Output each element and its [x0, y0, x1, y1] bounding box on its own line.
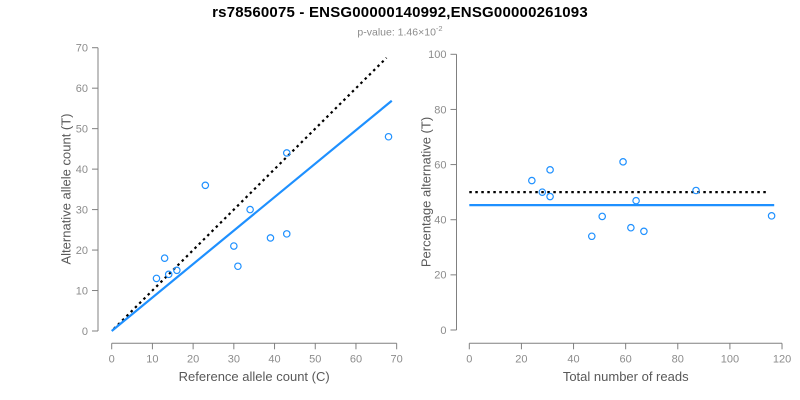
y-axis: 0 10 20 30 40 50 60 70 — [76, 43, 99, 338]
data-point — [538, 188, 547, 196]
x-tick-label: 20 — [187, 353, 199, 365]
data-point — [201, 181, 210, 190]
data-point — [546, 166, 554, 174]
x-tick-label: 10 — [146, 353, 158, 365]
y-tick-label: 40 — [434, 215, 446, 227]
data-point — [546, 192, 554, 201]
data-point — [160, 254, 169, 262]
x-tick-label: 70 — [391, 353, 403, 365]
x-axis-title: Total number of reads — [563, 369, 689, 384]
x-tick-label: 40 — [268, 353, 280, 365]
y-tick-label: 10 — [76, 285, 88, 297]
pvalue-exponent: -2 — [435, 24, 443, 33]
x-tick-label: 50 — [309, 353, 321, 365]
x-tick-label: 20 — [515, 353, 527, 365]
y-tick-label: 0 — [440, 325, 446, 337]
figure-subtitle: p-value: 1.46×10-2 — [0, 22, 800, 40]
data-point — [173, 266, 181, 275]
x-axis: 0 10 20 30 40 50 60 70 — [109, 342, 403, 365]
data-point — [246, 205, 254, 214]
figure-title: rs78560075 - ENSG00000140992,ENSG0000026… — [212, 4, 588, 21]
x-tick-label: 120 — [773, 353, 791, 365]
data-point — [234, 262, 242, 271]
data-point — [266, 234, 275, 242]
data-point — [632, 196, 640, 205]
regression-line — [111, 99, 393, 332]
y-tick-label: 0 — [82, 326, 88, 338]
x-axis: 0 20 40 60 80 100 120 — [466, 342, 791, 365]
chart-percentage-alternative-scatter: 0 20 40 60 80 100 0 20 40 60 80 100 120 Total number … — [419, 49, 792, 384]
x-tick-label: 60 — [350, 353, 362, 365]
data-point — [528, 176, 536, 185]
y-tick-label: 70 — [76, 43, 88, 55]
x-tick-label: 0 — [466, 353, 472, 365]
data-point — [692, 186, 700, 195]
chart-allele-counts-scatter: 0 10 20 30 40 50 60 70 0 10 20 30 40 50 60 70 Reference … — [59, 43, 403, 384]
data-point — [598, 212, 607, 221]
y-axis-title: Alternative allele count (T) — [59, 113, 74, 264]
data-point — [627, 223, 635, 232]
x-tick-label: 0 — [109, 353, 115, 365]
x-tick-label: 100 — [721, 353, 739, 365]
data-points — [528, 158, 776, 241]
data-point — [230, 242, 238, 250]
data-point — [587, 232, 596, 241]
y-tick-label: 60 — [76, 83, 88, 95]
data-point — [384, 132, 393, 141]
pvalue-text: p-value: 1.46×10 — [357, 26, 436, 39]
x-tick-label: 80 — [672, 353, 684, 365]
data-point — [164, 270, 173, 279]
x-tick-label: 40 — [567, 353, 579, 365]
x-tick-label: 30 — [228, 353, 240, 365]
y-tick-label: 20 — [434, 270, 446, 282]
y-tick-label: 30 — [76, 204, 88, 216]
identity-line — [112, 57, 388, 330]
y-axis-title: Percentage alternative (T) — [419, 117, 434, 267]
x-tick-label: 60 — [620, 353, 632, 365]
data-point — [282, 230, 291, 238]
y-tick-label: 80 — [434, 104, 446, 116]
x-axis-title: Reference allele count (C) — [179, 369, 330, 384]
y-axis: 0 20 40 60 80 100 — [428, 49, 457, 337]
data-point — [640, 227, 648, 236]
y-tick-label: 20 — [76, 245, 88, 257]
data-point — [767, 212, 776, 220]
data-point — [152, 274, 161, 283]
y-tick-label: 100 — [428, 49, 446, 61]
y-tick-label: 50 — [76, 124, 88, 136]
data-point — [619, 158, 627, 166]
figure-header: rs78560075 - ENSG00000140992,ENSG0000026… — [0, 4, 800, 40]
data-points — [152, 132, 393, 283]
y-tick-label: 40 — [76, 164, 88, 176]
y-tick-label: 60 — [434, 159, 446, 171]
data-point — [282, 149, 291, 157]
